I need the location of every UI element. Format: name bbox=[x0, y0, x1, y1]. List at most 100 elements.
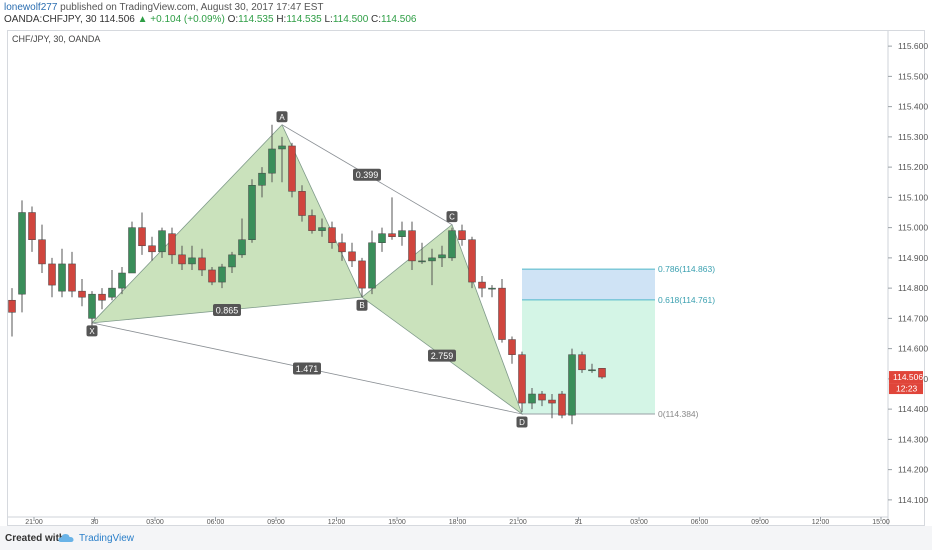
candle-body bbox=[218, 266, 226, 283]
x-tick-label: 21:00 bbox=[509, 519, 527, 526]
candle bbox=[458, 224, 466, 246]
candle bbox=[558, 390, 566, 419]
y-tick-label: 114.200 bbox=[898, 465, 928, 475]
candle-body bbox=[208, 269, 216, 283]
y-tick-label: 115.000 bbox=[898, 223, 928, 233]
candle bbox=[338, 233, 346, 261]
pattern-point-box bbox=[446, 211, 458, 223]
pattern-point-a: A bbox=[276, 111, 288, 123]
candle-body bbox=[88, 293, 96, 319]
low-label: L: bbox=[324, 14, 333, 25]
candle-body bbox=[278, 145, 286, 150]
candle-body bbox=[518, 354, 526, 404]
low-value: 114.500 bbox=[332, 14, 369, 25]
candle bbox=[18, 200, 26, 313]
x-tick-label: 09:00 bbox=[751, 519, 769, 526]
fib-zone-upper bbox=[522, 269, 655, 300]
y-tick-label: 114.400 bbox=[898, 404, 928, 414]
pattern-point-c: C bbox=[446, 211, 458, 223]
x-tick-label: 06:00 bbox=[691, 519, 709, 526]
candle bbox=[228, 251, 236, 273]
candle bbox=[548, 394, 556, 419]
candle-body bbox=[438, 254, 446, 259]
pattern-point-label: D bbox=[519, 418, 525, 427]
candle-body bbox=[268, 148, 276, 174]
candle bbox=[288, 142, 296, 198]
candle-body bbox=[58, 263, 66, 292]
candle bbox=[58, 248, 66, 298]
candle bbox=[88, 291, 96, 331]
chart-frame bbox=[7, 30, 925, 526]
tradingview-brand[interactable]: TradingView bbox=[79, 533, 135, 544]
candle bbox=[348, 242, 356, 267]
candle-body bbox=[188, 257, 196, 265]
candle bbox=[538, 390, 546, 407]
candle bbox=[278, 136, 286, 183]
last-price-tag: 114.506 12:23 bbox=[889, 371, 923, 395]
ratio-label-box bbox=[353, 168, 381, 181]
candle-body bbox=[468, 239, 476, 283]
candle-body bbox=[388, 233, 396, 237]
candle-body bbox=[528, 393, 536, 404]
ratio-label-box bbox=[213, 304, 241, 317]
candle bbox=[308, 209, 316, 234]
fib-level-label: 0.786(114.863) bbox=[658, 264, 715, 274]
x-tick-label: 03:00 bbox=[630, 519, 648, 526]
last-price-label: 114.506 bbox=[893, 372, 923, 382]
candle-body bbox=[578, 354, 586, 371]
pattern-point-b: B bbox=[356, 299, 368, 311]
x-tick-label: 12:00 bbox=[328, 519, 346, 526]
candle bbox=[248, 179, 256, 243]
candle-body bbox=[158, 230, 166, 253]
created-with-label: Created with bbox=[5, 533, 66, 544]
candle-body bbox=[568, 354, 576, 416]
candle-body bbox=[288, 145, 296, 192]
candle bbox=[28, 206, 36, 252]
candle bbox=[238, 218, 246, 258]
candle-body bbox=[308, 215, 316, 231]
fib-level-label: 0(114.384) bbox=[658, 409, 699, 419]
candle bbox=[178, 245, 186, 270]
x-tick-label: 09:00 bbox=[267, 519, 285, 526]
pattern-point-box bbox=[276, 111, 288, 123]
candle-body bbox=[368, 242, 376, 289]
candle bbox=[588, 363, 596, 373]
publish-info: lonewolf277 published on TradingView.com… bbox=[4, 2, 324, 14]
ratio-label-text: 0.865 bbox=[216, 306, 239, 316]
candle-body bbox=[108, 287, 116, 298]
candle bbox=[68, 251, 76, 298]
candle bbox=[298, 185, 306, 222]
candle-body bbox=[78, 290, 86, 298]
candle bbox=[468, 236, 476, 289]
candle-body bbox=[488, 287, 496, 290]
candle-body bbox=[38, 239, 46, 265]
x-tick-label: 18:00 bbox=[449, 519, 467, 526]
candle bbox=[518, 351, 526, 413]
candle-body bbox=[398, 230, 406, 237]
countdown-label: 12:23 bbox=[896, 384, 918, 394]
candle-body bbox=[508, 339, 516, 355]
candle bbox=[328, 221, 336, 249]
candle bbox=[448, 227, 456, 261]
ratio-label-text: 0.399 bbox=[356, 170, 379, 180]
author-link[interactable]: lonewolf277 bbox=[4, 2, 58, 13]
y-tick-label: 114.900 bbox=[898, 253, 928, 263]
fib-level-label: 0.618(114.761) bbox=[658, 295, 715, 305]
candle-body bbox=[178, 254, 186, 265]
ratio-label: 2.759 bbox=[428, 349, 456, 362]
candle-body bbox=[598, 368, 606, 378]
candle-body bbox=[448, 230, 456, 259]
ratio-label-box bbox=[293, 362, 321, 375]
x-tick-label: 31 bbox=[575, 519, 583, 526]
candle-body bbox=[8, 299, 16, 313]
y-tick-label: 114.800 bbox=[898, 283, 928, 293]
x-tick-label: 15:00 bbox=[872, 519, 890, 526]
candle-body bbox=[18, 212, 26, 295]
candle bbox=[318, 218, 326, 237]
pattern-point-box bbox=[516, 416, 528, 428]
candle bbox=[568, 348, 576, 425]
candle bbox=[598, 368, 606, 379]
pattern-point-box bbox=[356, 299, 368, 311]
candle-body bbox=[168, 233, 176, 256]
